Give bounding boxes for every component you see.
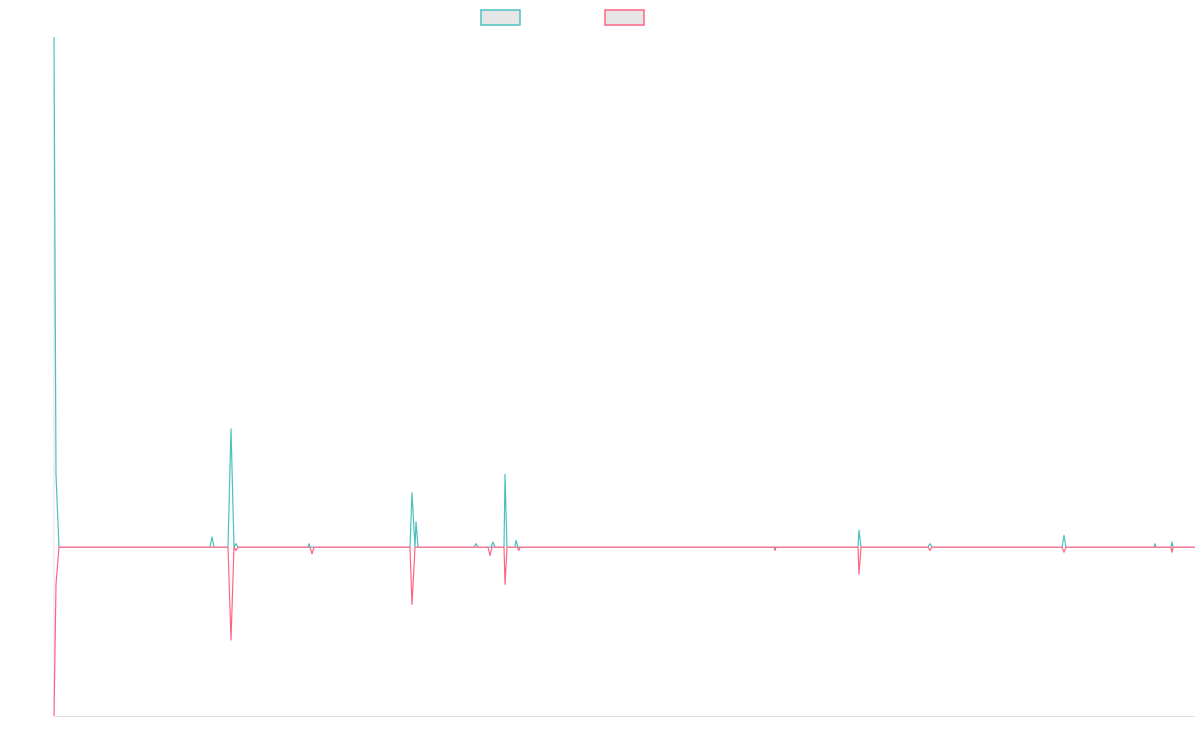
legend-swatch-2[interactable] — [604, 9, 645, 26]
legend-swatch-1[interactable] — [480, 9, 521, 26]
legend — [480, 9, 645, 26]
series-line-1 — [53, 36, 1195, 548]
series-line-2 — [53, 546, 1195, 717]
